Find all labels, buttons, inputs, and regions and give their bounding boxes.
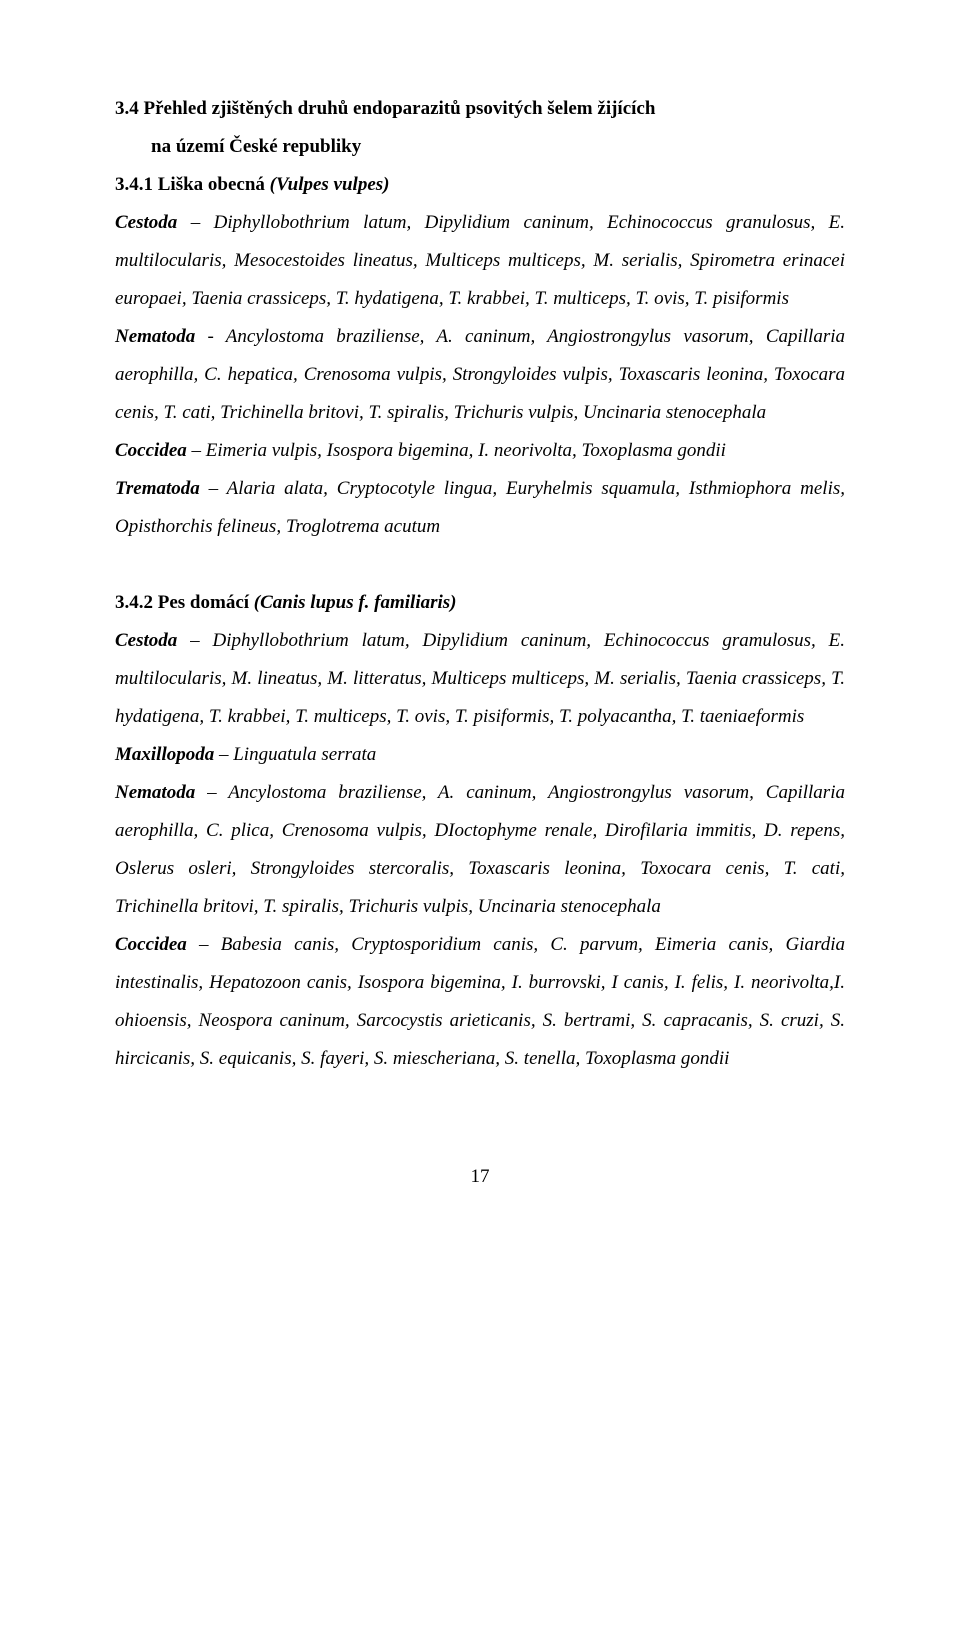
s1-nematoda-label: Nematoda xyxy=(115,326,195,347)
s1-cestoda-text: – Diphyllobothrium latum, Dipylidium can… xyxy=(115,212,845,309)
s1-coccidea: Coccidea – Eimeria vulpis, Isospora bige… xyxy=(115,432,845,470)
document-page: 3.4 Přehled zjištěných druhů endoparazit… xyxy=(0,0,960,1256)
s2-maxillopoda-text: – Linguatula serrata xyxy=(214,744,376,765)
s1-trematoda: Trematoda – Alaria alata, Cryptocotyle l… xyxy=(115,470,845,546)
s1-cestoda: Cestoda – Diphyllobothrium latum, Dipyli… xyxy=(115,204,845,318)
s1-coccidea-label: Coccidea xyxy=(115,440,187,461)
s2-coccidea-label: Coccidea xyxy=(115,934,187,955)
page-number: 17 xyxy=(115,1158,845,1196)
s1-trematoda-text: – Alaria alata, Cryptocotyle lingua, Eur… xyxy=(115,478,845,537)
s1-coccidea-text: – Eimeria vulpis, Isospora bigemina, I. … xyxy=(187,440,726,461)
s2-nematoda-text: – Ancylostoma braziliense, A. caninum, A… xyxy=(115,782,845,917)
s2-coccidea-text: – Babesia canis, Cryptosporidium canis, … xyxy=(115,934,845,1069)
heading-3-4-2: 3.4.2 Pes domácí (Canis lupus f. familia… xyxy=(115,584,845,622)
s1-nematoda: Nematoda - Ancylostoma braziliense, A. c… xyxy=(115,318,845,432)
s2-cestoda: Cestoda – Diphyllobothrium latum, Dipyli… xyxy=(115,622,845,736)
s1-trematoda-label: Trematoda xyxy=(115,478,200,499)
s1-nematoda-text: - Ancylostoma braziliense, A. caninum, A… xyxy=(115,326,845,423)
heading-3-4-1: 3.4.1 Liška obecná (Vulpes vulpes) xyxy=(115,166,845,204)
s2-nematoda: Nematoda – Ancylostoma braziliense, A. c… xyxy=(115,774,845,926)
s2-coccidea: Coccidea – Babesia canis, Cryptosporidiu… xyxy=(115,926,845,1078)
heading-3-4-2-latin: (Canis lupus f. familiaris) xyxy=(254,592,457,613)
s2-cestoda-text: – Diphyllobothrium latum, Dipylidium can… xyxy=(115,630,845,727)
s2-nematoda-label: Nematoda xyxy=(115,782,195,803)
heading-3-4-line2: na území České republiky xyxy=(115,128,845,166)
heading-3-4-line1: 3.4 Přehled zjištěných druhů endoparazit… xyxy=(115,98,655,119)
heading-3-4-1-latin: (Vulpes vulpes) xyxy=(270,174,390,195)
heading-3-4-1-prefix: 3.4.1 Liška obecná xyxy=(115,174,270,195)
s2-cestoda-label: Cestoda xyxy=(115,630,177,651)
section-gap xyxy=(115,546,845,584)
s1-cestoda-label: Cestoda xyxy=(115,212,177,233)
s2-maxillopoda: Maxillopoda – Linguatula serrata xyxy=(115,736,845,774)
s2-maxillopoda-label: Maxillopoda xyxy=(115,744,214,765)
heading-3-4-2-prefix: 3.4.2 Pes domácí xyxy=(115,592,254,613)
heading-3-4: 3.4 Přehled zjištěných druhů endoparazit… xyxy=(115,90,845,166)
